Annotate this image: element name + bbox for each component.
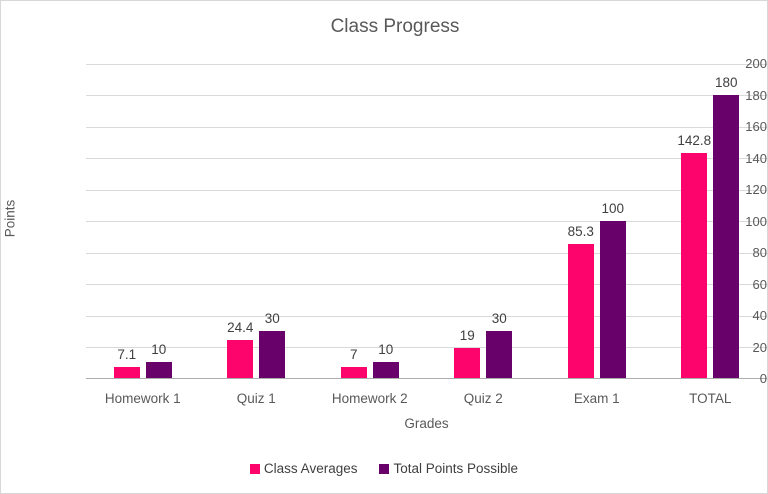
chart-title: Class Progress [330,16,460,37]
x-tick-label: Quiz 1 [236,391,276,406]
y-tick-label: 140 [745,150,767,166]
gridline [86,126,767,128]
y-tick-label: 160 [745,119,767,134]
x-tick-label: TOTAL [689,391,732,406]
legend-swatch-icon [379,463,390,474]
gridline [86,315,767,317]
bar-data-label: 85.3 [567,223,594,239]
legend-item: Class Averages [249,461,358,476]
bar-data-label: 100 [601,200,625,216]
bar-data-label: 7.1 [117,346,137,362]
bar-data-label: 142.8 [677,133,712,149]
bar-data-label: 10 [151,342,167,358]
bar [567,243,594,378]
gridline [86,347,767,348]
bar [259,330,286,378]
bar [681,153,708,378]
y-axis-title: Points [2,199,18,238]
bar [713,94,740,378]
bar [372,362,399,378]
bar [486,330,513,378]
bar-data-label: 30 [264,310,280,326]
bar-data-label: 24.4 [227,319,254,335]
gridline [86,63,767,65]
y-tick-label: 120 [745,182,767,197]
gridline [86,95,767,96]
x-axis-line [86,378,767,379]
y-tick-label: 60 [752,276,767,292]
x-axis-title: Grades [404,416,449,431]
y-tick-label: 20 [752,339,767,355]
gridline [86,252,767,254]
legend: Class Averages Total Points Possible [1,461,767,476]
bar [145,362,172,378]
y-tick-label: 40 [752,308,767,323]
gridline [86,189,767,191]
bar-data-label: 19 [459,328,475,344]
bar [113,366,140,378]
x-tick-label: Exam 1 [573,391,620,406]
y-tick-label: 100 [745,213,767,229]
y-tick-label: 200 [745,56,767,71]
legend-item: Total Points Possible [379,461,518,476]
bar-data-label: 30 [491,310,507,326]
gridline [86,221,767,222]
bar [454,348,481,378]
legend-swatch-icon [249,463,260,474]
y-tick-label: 180 [745,87,767,103]
x-tick-label: Quiz 2 [463,391,503,406]
bar-data-label: 180 [714,74,738,90]
plot-area: 7.1 10 24.4 30 7 10 19 30 85.3 100 142.8 180 [86,63,767,379]
x-tick-label: Homework 1 [104,391,181,406]
bar-data-label: 7 [349,346,358,362]
legend-label: Total Points Possible [393,461,519,476]
bar [599,220,626,378]
y-tick-label: 0 [759,371,767,386]
bar [340,366,367,378]
gridline [86,284,767,285]
legend-label: Class Averages [263,461,358,476]
y-tick-label: 80 [752,245,767,260]
bar-data-label: 10 [378,342,394,358]
x-tick-label: Homework 2 [331,391,408,406]
bar [227,339,254,378]
gridline [86,158,767,159]
